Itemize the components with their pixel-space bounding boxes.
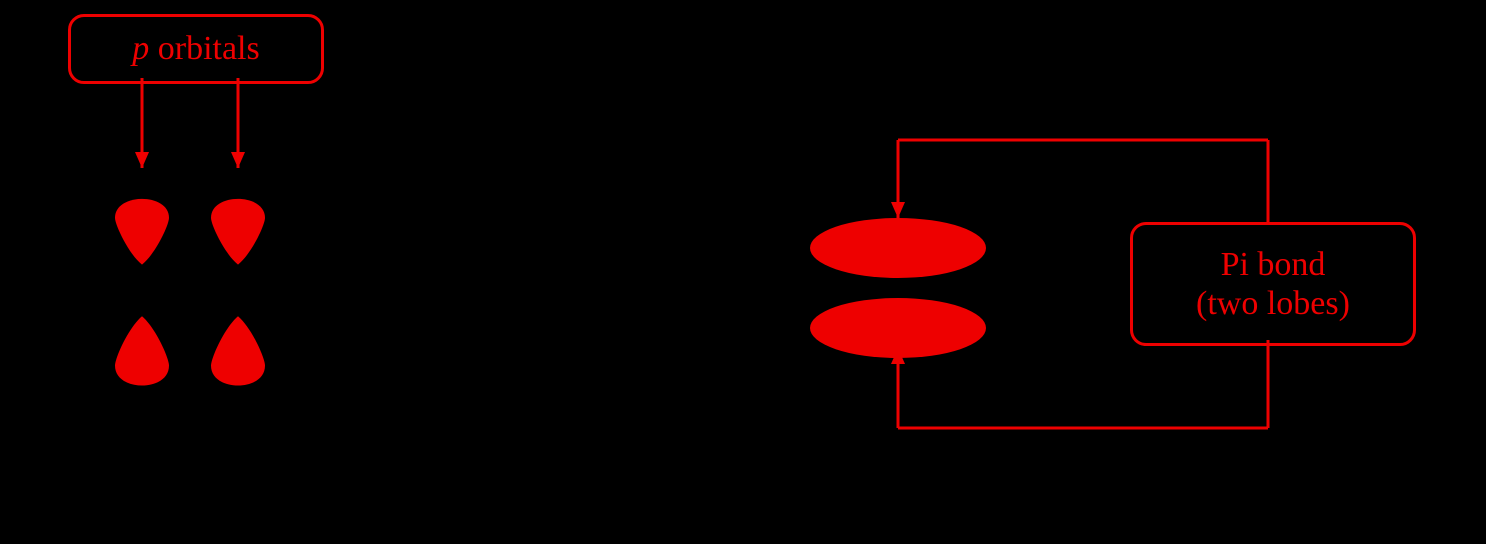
pi-bond-label: Pi bond (two lobes) xyxy=(1130,222,1416,346)
p-orbitals-label: p orbitals xyxy=(68,14,324,84)
pi-bond-line2: (two lobes) xyxy=(1196,284,1350,323)
p-italic: p xyxy=(132,30,149,67)
p-orbitals-text: p orbitals xyxy=(132,29,259,68)
pi-bond-line1: Pi bond xyxy=(1221,245,1326,284)
